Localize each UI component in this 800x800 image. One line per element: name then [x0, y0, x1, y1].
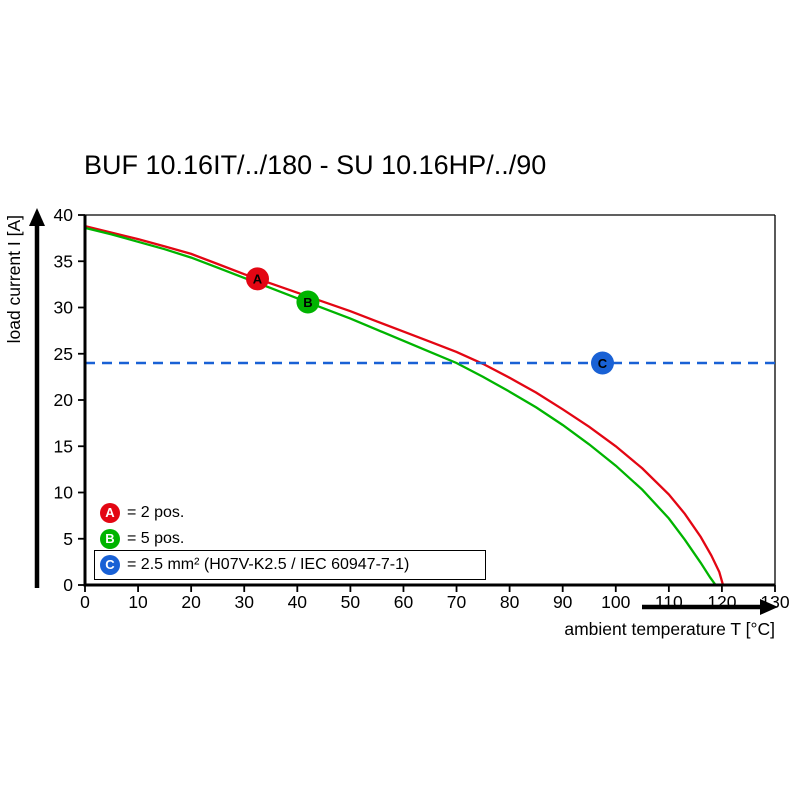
y-axis-arrowhead-icon — [29, 208, 45, 226]
marker-a-icon — [246, 267, 269, 291]
marker-c-label: C — [598, 356, 608, 371]
legend-item-c: C = 2.5 mm² (H07V-K2.5 / IEC 60947-7-1) — [100, 555, 409, 575]
chart-title: BUF 10.16IT/../180 - SU 10.16HP/../90 — [84, 150, 547, 180]
x-tick-label: 10 — [128, 592, 148, 612]
curve-b — [84, 226, 717, 586]
legend-box-c — [94, 550, 486, 580]
y-axis-label: load current I [A] — [4, 215, 24, 344]
y-tick-label: 25 — [54, 344, 73, 364]
marker-a-label: A — [253, 272, 263, 287]
legend-marker-b-icon: B — [100, 529, 120, 549]
x-tick-label: 100 — [601, 592, 630, 612]
x-tick-label: 20 — [181, 592, 201, 612]
y-tick-label: 15 — [54, 436, 73, 456]
x-axis-arrowhead-icon — [760, 599, 778, 615]
marker-b-label: B — [303, 295, 312, 310]
marker-c-icon — [591, 351, 614, 375]
y-tick-label: 30 — [54, 298, 74, 318]
y-tick-label: 5 — [63, 529, 73, 549]
legend-item-a: A = 2 pos. — [100, 503, 184, 523]
x-tick-label: 0 — [80, 592, 90, 612]
x-tick-label: 40 — [288, 592, 308, 612]
marker-b-icon — [296, 290, 320, 314]
x-tick-label: 50 — [341, 592, 361, 612]
legend-item-b: B = 5 pos. — [100, 529, 184, 549]
legend-text-a: = 2 pos. — [127, 504, 185, 521]
x-axis-label: ambient temperature T [°C] — [564, 619, 775, 639]
curve-a — [84, 224, 725, 586]
legend-marker-a-icon: A — [100, 503, 120, 523]
y-tick-label: 0 — [63, 575, 73, 595]
x-tick-label: 90 — [553, 592, 573, 612]
x-tick-label: 80 — [500, 592, 520, 612]
y-tick-label: 40 — [54, 205, 74, 225]
y-tick-label: 35 — [54, 251, 73, 271]
y-tick-label: 20 — [54, 390, 74, 410]
y-tick-label: 10 — [54, 483, 74, 503]
legend-text-b: = 5 pos. — [127, 530, 185, 547]
legend-text-c: = 2.5 mm² (H07V-K2.5 / IEC 60947-7-1) — [127, 556, 410, 573]
x-tick-label: 30 — [234, 592, 254, 612]
x-tick-label: 70 — [447, 592, 467, 612]
x-tick-label: 60 — [394, 592, 414, 612]
legend-marker-c-icon: C — [100, 555, 120, 575]
